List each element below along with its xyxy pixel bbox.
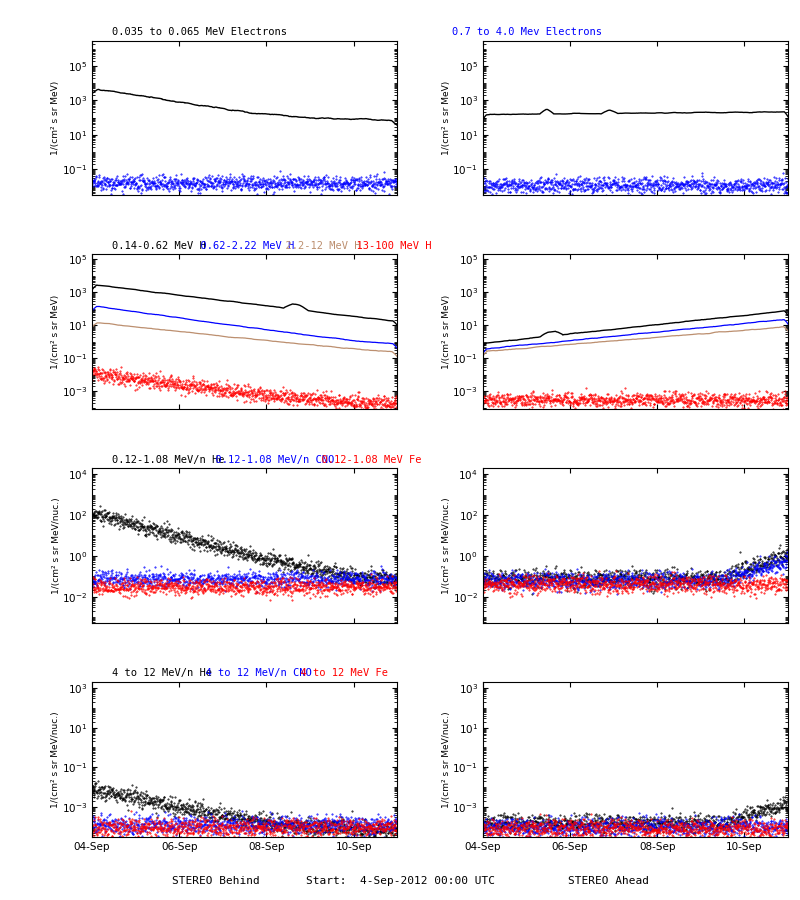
Y-axis label: 1/(cm² s sr MeV): 1/(cm² s sr MeV): [51, 294, 60, 369]
Y-axis label: 1/(cm² s sr MeV): 1/(cm² s sr MeV): [442, 81, 451, 155]
Text: 0.14-0.62 MeV H: 0.14-0.62 MeV H: [112, 240, 206, 251]
Y-axis label: 1/(cm² s sr MeV): 1/(cm² s sr MeV): [442, 294, 451, 369]
Text: STEREO Behind: STEREO Behind: [172, 877, 260, 886]
Text: 0.12-1.08 MeV/n He: 0.12-1.08 MeV/n He: [112, 454, 225, 464]
Text: 0.7 to 4.0 Mev Electrons: 0.7 to 4.0 Mev Electrons: [452, 27, 602, 37]
Text: STEREO Ahead: STEREO Ahead: [567, 877, 649, 886]
Y-axis label: 1/(cm² s sr MeV): 1/(cm² s sr MeV): [51, 81, 60, 155]
Text: 2.2-12 MeV H: 2.2-12 MeV H: [274, 240, 361, 251]
Y-axis label: 1/(cm² s sr MeV/nuc.): 1/(cm² s sr MeV/nuc.): [442, 711, 451, 808]
Text: 13-100 MeV H: 13-100 MeV H: [344, 240, 431, 251]
Text: 0.62-2.22 MeV H: 0.62-2.22 MeV H: [188, 240, 294, 251]
Text: Start:  4-Sep-2012 00:00 UTC: Start: 4-Sep-2012 00:00 UTC: [306, 877, 494, 886]
Text: 4 to 12 MeV/n CNO: 4 to 12 MeV/n CNO: [193, 669, 311, 679]
Y-axis label: 1/(cm² s sr MeV/nuc.): 1/(cm² s sr MeV/nuc.): [51, 711, 60, 808]
Text: 4 to 12 MeV/n He: 4 to 12 MeV/n He: [112, 669, 212, 679]
Text: 4 to 12 MeV Fe: 4 to 12 MeV Fe: [289, 669, 389, 679]
Text: 0.12-1.08 MeV/n CNO: 0.12-1.08 MeV/n CNO: [202, 454, 334, 464]
Y-axis label: 1/(cm² s sr MeV/nuc.): 1/(cm² s sr MeV/nuc.): [442, 498, 451, 594]
Y-axis label: 1/(cm² s sr MeV/nuc.): 1/(cm² s sr MeV/nuc.): [51, 498, 61, 594]
Text: 0.12-1.08 MeV Fe: 0.12-1.08 MeV Fe: [309, 454, 421, 464]
Text: 0.035 to 0.065 MeV Electrons: 0.035 to 0.065 MeV Electrons: [112, 27, 287, 37]
